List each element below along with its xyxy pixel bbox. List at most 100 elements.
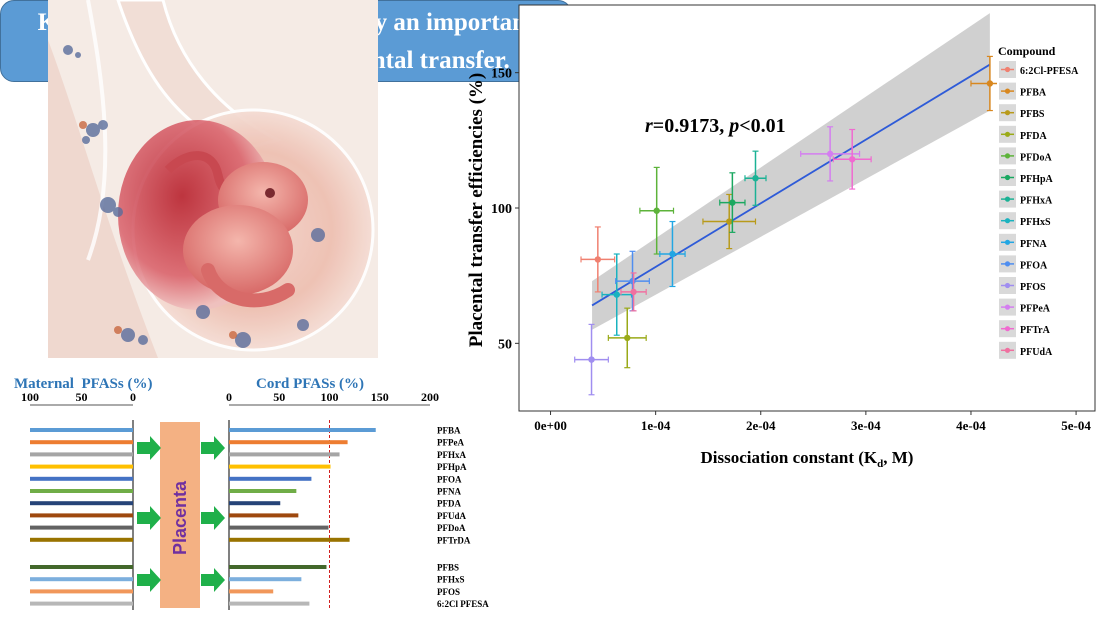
legend-label: PFHxA [1020, 196, 1053, 207]
compound-label: PFOA [437, 474, 462, 484]
cord-tick-label: 100 [321, 390, 339, 404]
legend-key-marker [1004, 174, 1011, 181]
cord-bar [229, 440, 348, 445]
legend-label: PFTrA [1020, 325, 1051, 336]
maternal-bar [30, 577, 133, 582]
cord-bar [229, 489, 297, 493]
y-tick-label: 50 [498, 337, 512, 352]
point-marker [624, 334, 631, 342]
compound-label: PFUdA [437, 511, 467, 521]
fetus-shape [183, 162, 308, 308]
compound-label: PFBS [437, 563, 459, 573]
cord-bar [229, 464, 331, 469]
point-marker [729, 199, 736, 206]
maternal-tick-label: 50 [76, 390, 88, 404]
legend-item: PFOS [999, 277, 1046, 294]
maternal-bar [30, 537, 133, 542]
point-marker [752, 175, 759, 182]
data-point [607, 307, 647, 369]
legend-item: PFUdA [999, 341, 1053, 359]
legend-key-marker [1004, 66, 1011, 73]
legend-label: PFNA [1020, 239, 1047, 250]
legend-label: 6:2Cl-PFESA [1020, 66, 1079, 77]
compound-label: PFDoA [437, 523, 466, 533]
cord-bar [229, 565, 327, 569]
data-point [702, 193, 757, 250]
legend-key-marker [1004, 218, 1011, 224]
compound-label: 6:2Cl PFESA [437, 599, 489, 609]
compound-label: PFHxA [437, 450, 466, 460]
legend-item: PFHxA [999, 190, 1053, 208]
legend-key-marker [1004, 153, 1011, 159]
maternal-bar [30, 525, 133, 530]
regression-line [591, 63, 991, 307]
legend-item: PFDoA [999, 147, 1052, 165]
legend-key-marker [1004, 261, 1011, 267]
legend-label: PFOA [1020, 260, 1048, 271]
transfer-arrow-icon [201, 568, 225, 592]
data-point [800, 126, 861, 182]
y-tick-label: 150 [491, 67, 512, 82]
point-marker [826, 150, 834, 158]
legend-item: PFDA [999, 125, 1047, 143]
legend-key-marker [1004, 131, 1011, 137]
point-marker [726, 218, 733, 225]
compound-label: PFPeA [437, 438, 464, 448]
compound-label: PFNA [437, 487, 461, 497]
x-tick-label: 5e-04 [1061, 418, 1091, 433]
cord-bar [229, 428, 376, 432]
cord-bar [229, 537, 350, 542]
data-point [832, 128, 872, 190]
point-marker [613, 291, 620, 298]
legend-key-marker [1004, 110, 1011, 116]
placenta-box [160, 422, 200, 608]
legend-item: PFPeA [999, 298, 1051, 316]
point-marker [594, 256, 602, 263]
legend-label: PFBS [1020, 109, 1045, 120]
legend-label: PFHxS [1020, 217, 1051, 228]
transfer-arrow-icon [137, 506, 161, 530]
legend-item: 6:2Cl-PFESA [999, 61, 1079, 78]
legend-label: PFUdA [1020, 347, 1053, 358]
maternal-bar [30, 464, 133, 469]
confidence-band [592, 13, 990, 330]
cord-tick-label: 50 [273, 390, 285, 404]
maternal-bar [30, 501, 133, 506]
bar-chart: Maternal PFASs (%) Cord PFASs (%) 100 50 0… [14, 376, 489, 610]
legend-key-marker [1004, 326, 1011, 332]
fetus-placenta-illustration [48, 0, 378, 358]
legend-item: PFBS [999, 104, 1045, 122]
y-axis-label: Placental transfer efficiencies (%) [466, 73, 487, 348]
legend-item: PFBA [999, 82, 1047, 100]
maternal-bar [30, 601, 133, 606]
cord-bar [229, 452, 340, 457]
data-point [639, 166, 675, 255]
maternal-bar [30, 513, 133, 518]
cord-bar [229, 501, 281, 506]
cord-bar [229, 525, 329, 530]
legend-item: PFNA [999, 233, 1047, 251]
placenta-label: Placenta [170, 480, 190, 555]
maternal-bar [30, 565, 133, 569]
point-marker [588, 356, 595, 363]
legend-item: PFTrA [999, 320, 1051, 338]
transfer-arrow-icon [201, 436, 225, 460]
transfer-arrow-icon [201, 506, 225, 530]
cord-bar [229, 601, 310, 606]
maternal-title: Maternal PFASs (%) [14, 376, 152, 392]
compound-label: PFBA [437, 426, 461, 436]
maternal-tick-label: 0 [130, 390, 136, 404]
x-axis-label: Dissociation constant (Kd, M) [701, 448, 914, 470]
scatter-chart: 0e+00 1e-04 2e-04 3e-04 4e-04 5e-04 50 100 150 C… [466, 4, 1096, 470]
point-marker [669, 250, 676, 258]
point-marker [629, 277, 636, 285]
maternal-bar [30, 476, 133, 481]
cord-bar [229, 589, 274, 594]
legend-label: PFDA [1020, 131, 1047, 142]
cord-tick-label: 0 [226, 390, 232, 404]
point-marker [848, 156, 856, 163]
transfer-arrow-icon [137, 436, 161, 460]
legend-key-marker [1004, 282, 1011, 289]
point-marker [986, 80, 994, 87]
x-tick-label: 0e+00 [534, 418, 567, 433]
